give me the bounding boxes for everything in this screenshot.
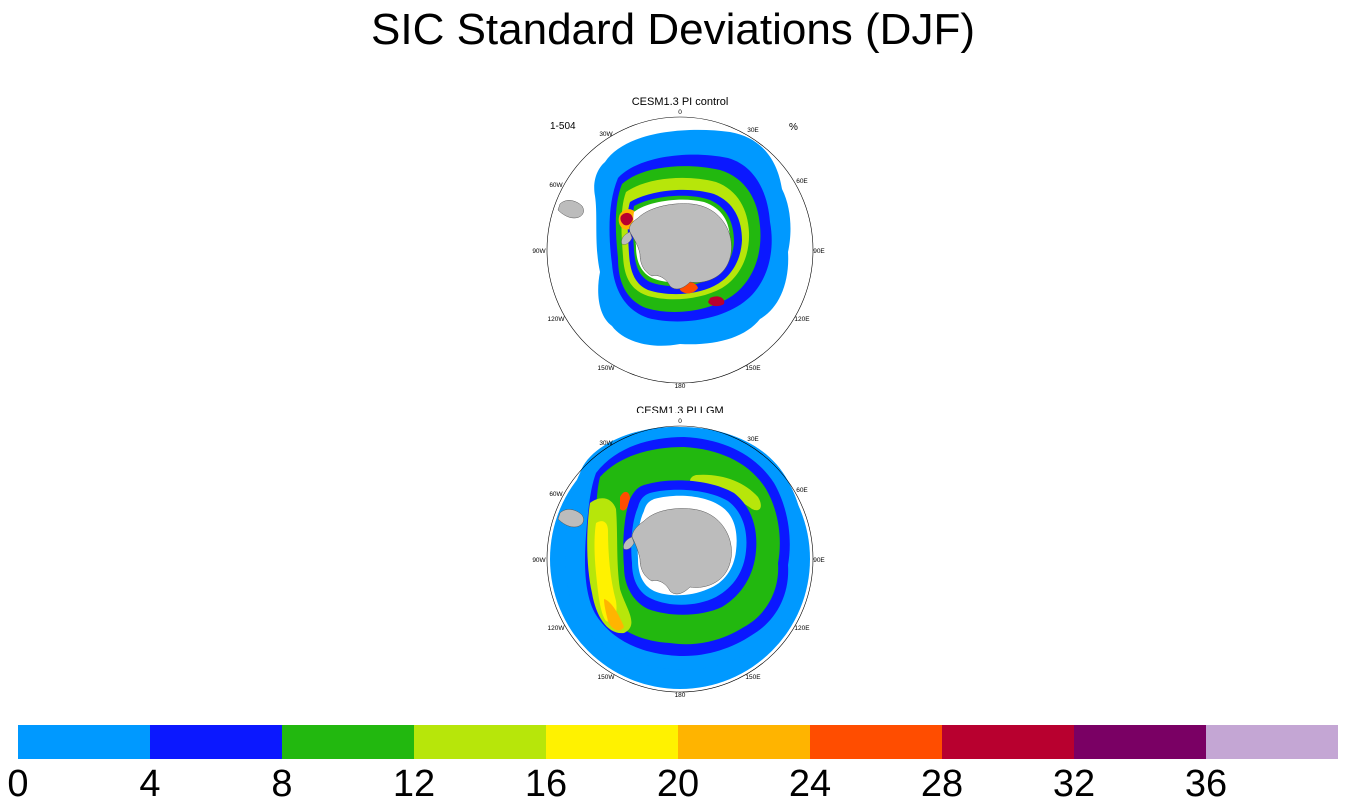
lon-label: 150W xyxy=(598,365,616,372)
polar-stereo-map: 0 30E 60E 90E 120E 150E 180 150W 120W 90… xyxy=(532,413,825,699)
colorbar-swatch xyxy=(282,725,415,759)
colorbar-tick-label: 36 xyxy=(1184,763,1228,805)
lon-label: 0 xyxy=(678,109,682,116)
figure-title: SIC Standard Deviations (DJF) xyxy=(371,5,975,54)
colorbar-tick-label: 24 xyxy=(788,763,832,805)
map-panel-pi-control: CESM1.3 PI control 1-504 % xyxy=(520,94,840,394)
lon-label: 90W xyxy=(532,557,546,564)
lon-label: 90E xyxy=(813,557,825,564)
colorbar-swatch xyxy=(1074,725,1207,759)
south-america-tip xyxy=(557,509,584,528)
colorbar-tick-label: 16 xyxy=(524,763,568,805)
longitude-labels: 0 30E 60E 90E 120E 150E 180 150W 120W 90… xyxy=(532,109,825,390)
colorbar-swatch xyxy=(546,725,679,759)
colorbar-swatch xyxy=(942,725,1075,759)
map-panel-pi-lgm: CESM1.3 PI LGM 1-1000 % 0 30E xyxy=(520,403,840,703)
lon-label: 30W xyxy=(599,131,613,138)
lon-label: 0 xyxy=(678,418,682,425)
lon-label: 30E xyxy=(747,436,759,443)
lon-label: 30E xyxy=(747,127,759,134)
lon-label: 30W xyxy=(599,440,613,447)
colorbar-tick-label: 32 xyxy=(1052,763,1096,805)
colorbar-tick-label: 28 xyxy=(920,763,964,805)
colorbar-tick-label: 0 xyxy=(7,763,29,805)
colorbar-tick-label: 20 xyxy=(656,763,700,805)
colorbar-swatch xyxy=(810,725,943,759)
colorbar-swatch xyxy=(1206,725,1338,759)
lon-label: 90E xyxy=(813,248,825,255)
lon-label: 60W xyxy=(549,491,563,498)
lon-label: 120W xyxy=(548,625,566,632)
panel-subtitle: 1-504 xyxy=(550,121,576,132)
lon-label: 120E xyxy=(794,316,810,323)
lon-label: 60E xyxy=(796,178,808,185)
map-boundary xyxy=(546,425,814,693)
lon-label: 150E xyxy=(745,365,761,372)
antarctica-landmass xyxy=(621,203,732,290)
lon-label: 60W xyxy=(549,182,563,189)
longitude-labels: 0 30E 60E 90E 120E 150E 180 150W 120W 90… xyxy=(532,418,825,699)
colorbar-swatches xyxy=(18,725,1338,759)
antarctica-landmass xyxy=(623,508,732,595)
lon-label: 120W xyxy=(548,316,566,323)
lon-label: 90W xyxy=(532,248,546,255)
colorbar-tick-label: 4 xyxy=(139,763,161,805)
colorbar-swatch xyxy=(414,725,547,759)
colorbar-tick-label: 12 xyxy=(392,763,436,805)
lon-label: 180 xyxy=(675,692,686,699)
colorbar-tick-label: 8 xyxy=(271,763,293,805)
panel-title: CESM1.3 PI control xyxy=(631,96,729,108)
colorbar-swatch xyxy=(18,725,151,759)
lon-label: 180 xyxy=(675,383,686,390)
polar-stereo-map: 0 30E 60E 90E 120E 150E 180 150W 120W 90… xyxy=(532,109,825,390)
lon-label: 150E xyxy=(745,674,761,681)
lon-label: 60E xyxy=(796,487,808,494)
colorbar-swatch xyxy=(678,725,811,759)
panel-units: % xyxy=(789,122,798,133)
colorbar xyxy=(18,725,1338,759)
map-boundary xyxy=(546,116,814,384)
lon-label: 120E xyxy=(794,625,810,632)
lon-label: 150W xyxy=(598,674,616,681)
south-america-tip xyxy=(557,200,584,219)
colorbar-swatch xyxy=(150,725,283,759)
